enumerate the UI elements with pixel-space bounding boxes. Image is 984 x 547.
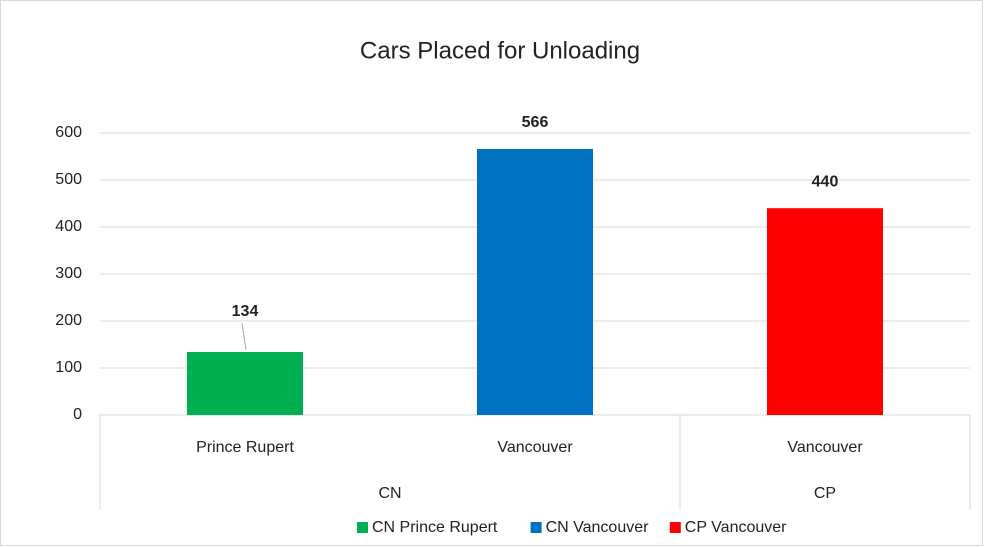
data-label: 134 bbox=[232, 303, 259, 320]
y-tick-label: 0 bbox=[73, 406, 82, 423]
legend-label: CP Vancouver bbox=[685, 519, 787, 536]
y-tick-label: 500 bbox=[55, 171, 82, 188]
data-label: 566 bbox=[522, 114, 549, 131]
x-tick-label: Vancouver bbox=[497, 439, 573, 456]
x-tick-label: Vancouver bbox=[787, 439, 863, 456]
legend-swatch bbox=[530, 522, 542, 533]
leader-line bbox=[241, 322, 247, 351]
bar bbox=[767, 208, 883, 415]
legend-label: CN Prince Rupert bbox=[372, 519, 498, 536]
y-tick-label: 100 bbox=[55, 359, 82, 376]
group-label: CN bbox=[378, 485, 401, 502]
legend-swatch bbox=[669, 522, 681, 533]
legend-swatch bbox=[357, 522, 368, 533]
bar bbox=[187, 352, 303, 415]
chart-title: Cars Placed for Unloading bbox=[360, 37, 640, 64]
x-tick-label: Prince Rupert bbox=[196, 439, 294, 456]
y-tick-label: 300 bbox=[55, 265, 82, 282]
legend-label: CN Vancouver bbox=[546, 519, 650, 536]
data-label: 440 bbox=[812, 173, 839, 190]
y-tick-label: 400 bbox=[55, 218, 82, 235]
group-label: CP bbox=[814, 485, 836, 502]
y-tick-label: 200 bbox=[55, 312, 82, 329]
bar bbox=[477, 148, 593, 416]
y-tick-label: 600 bbox=[55, 124, 82, 141]
